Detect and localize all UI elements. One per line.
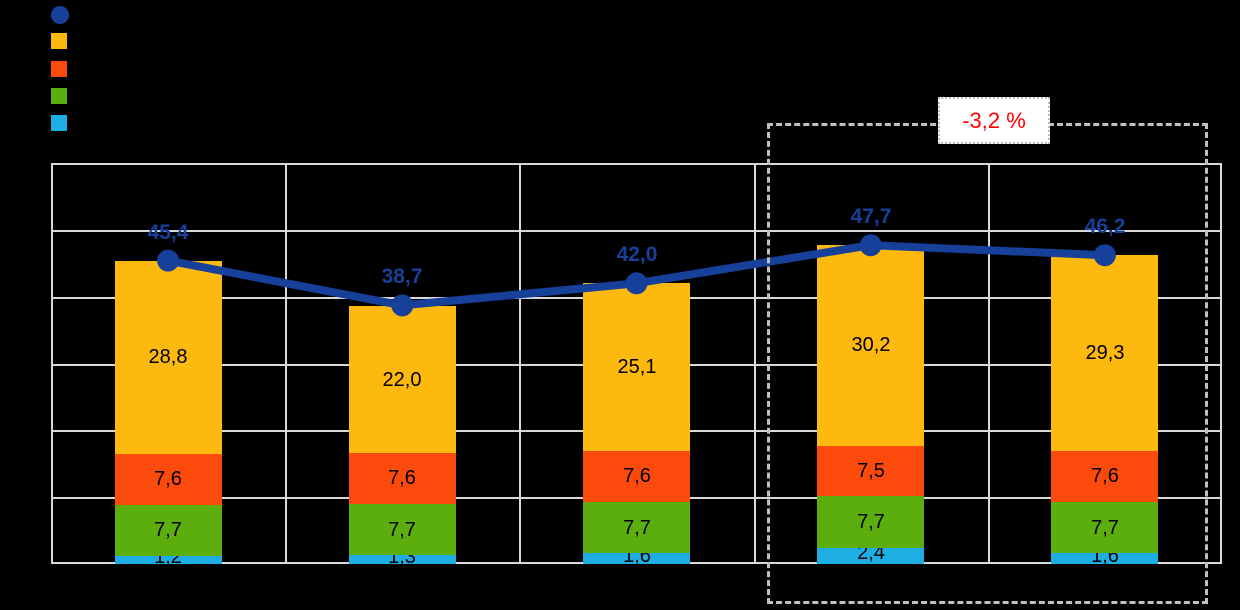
bar-segment-red-series: [817, 446, 924, 497]
bar-segment-red-series: [349, 453, 456, 504]
bar-segment-green-series: [1051, 501, 1158, 554]
bar-segment-cyan-series: [349, 555, 456, 564]
plot-border-left: [51, 163, 53, 564]
cyan-series-legend-square-icon: [51, 115, 67, 131]
bar-segment-label: 7,6: [154, 468, 182, 490]
bar-segment-red-series: [1051, 451, 1158, 502]
total-value-label: 42,0: [616, 243, 658, 266]
bar-segment-amber-series: [817, 244, 924, 447]
total-line-legend-circle-icon: [51, 6, 69, 24]
bar-segment-label: 7,7: [1091, 517, 1119, 539]
bar-segment-label: 7,5: [857, 460, 885, 482]
highlight-dashed-rect: [767, 123, 1208, 604]
bar-segment-green-series: [583, 501, 690, 554]
bar-segment-label: 7,6: [1091, 465, 1119, 487]
bar-segment-red-series: [583, 451, 690, 502]
bar-segment-label: 30,2: [851, 334, 891, 356]
bar-segment-cyan-series: [817, 547, 924, 564]
bar-segment-label: 7,7: [388, 519, 416, 541]
total-value-label: 46,2: [1084, 215, 1126, 238]
plot-border-top: [51, 163, 1222, 165]
total-line-marker: [625, 272, 648, 295]
bar-segment-label: 25,1: [617, 356, 657, 378]
bar-segment-label: 7,6: [623, 465, 651, 487]
total-value-label: 47,7: [850, 205, 892, 228]
bar-segment-amber-series: [583, 283, 690, 452]
gridline-vertical: [519, 163, 521, 564]
green-series-legend-square-icon: [51, 88, 67, 104]
change-callout-label: -3,2 %: [962, 107, 1026, 133]
bar-segment-amber-series: [1051, 255, 1158, 452]
bar-segment-green-series: [817, 496, 924, 548]
bar-segment-green-series: [349, 503, 456, 556]
total-line-layer: [157, 234, 1116, 317]
gridline-horizontal: [51, 230, 1222, 232]
gridline-vertical: [988, 163, 990, 564]
bar-segment-cyan-series: [115, 555, 222, 564]
bar-segment-green-series: [115, 504, 222, 556]
total-value-label: 45,4: [147, 221, 189, 244]
bar-segment-label: 7,7: [623, 517, 651, 539]
bar-segment-label: 29,3: [1085, 342, 1125, 364]
plot-border-right: [1220, 163, 1222, 564]
bar-segment-red-series: [115, 453, 222, 505]
bar-segment-label: 7,6: [388, 467, 416, 489]
total-line-marker: [157, 249, 180, 272]
total-value-label: 38,7: [381, 265, 423, 288]
bar-segment-amber-series: [115, 261, 222, 454]
bar-segment-label: 28,8: [148, 346, 188, 368]
total-line-marker: [1093, 244, 1116, 267]
total-line-marker: [859, 234, 882, 257]
gridline-vertical: [285, 163, 287, 564]
bar-segment-label: 7,7: [857, 511, 885, 533]
bar-segment-cyan-series: [583, 553, 690, 564]
gridline-vertical: [754, 163, 756, 564]
bar-segment-label: 22,0: [382, 369, 422, 391]
bar-segment-cyan-series: [1051, 553, 1158, 564]
change-callout: -3,2 %: [938, 97, 1050, 144]
plot-area: 1,2 7,7 7,6 28,8 1,3 7,7 7,6 22,0 1,6 7,7 7,6 25,1 2…: [51, 163, 1222, 568]
bar-segment-label: 7,7: [154, 519, 182, 541]
total-line-marker: [391, 294, 414, 317]
bar-segment-amber-series: [349, 306, 456, 454]
amber-series-legend-square-icon: [51, 33, 67, 49]
red-series-legend-square-icon: [51, 61, 67, 77]
